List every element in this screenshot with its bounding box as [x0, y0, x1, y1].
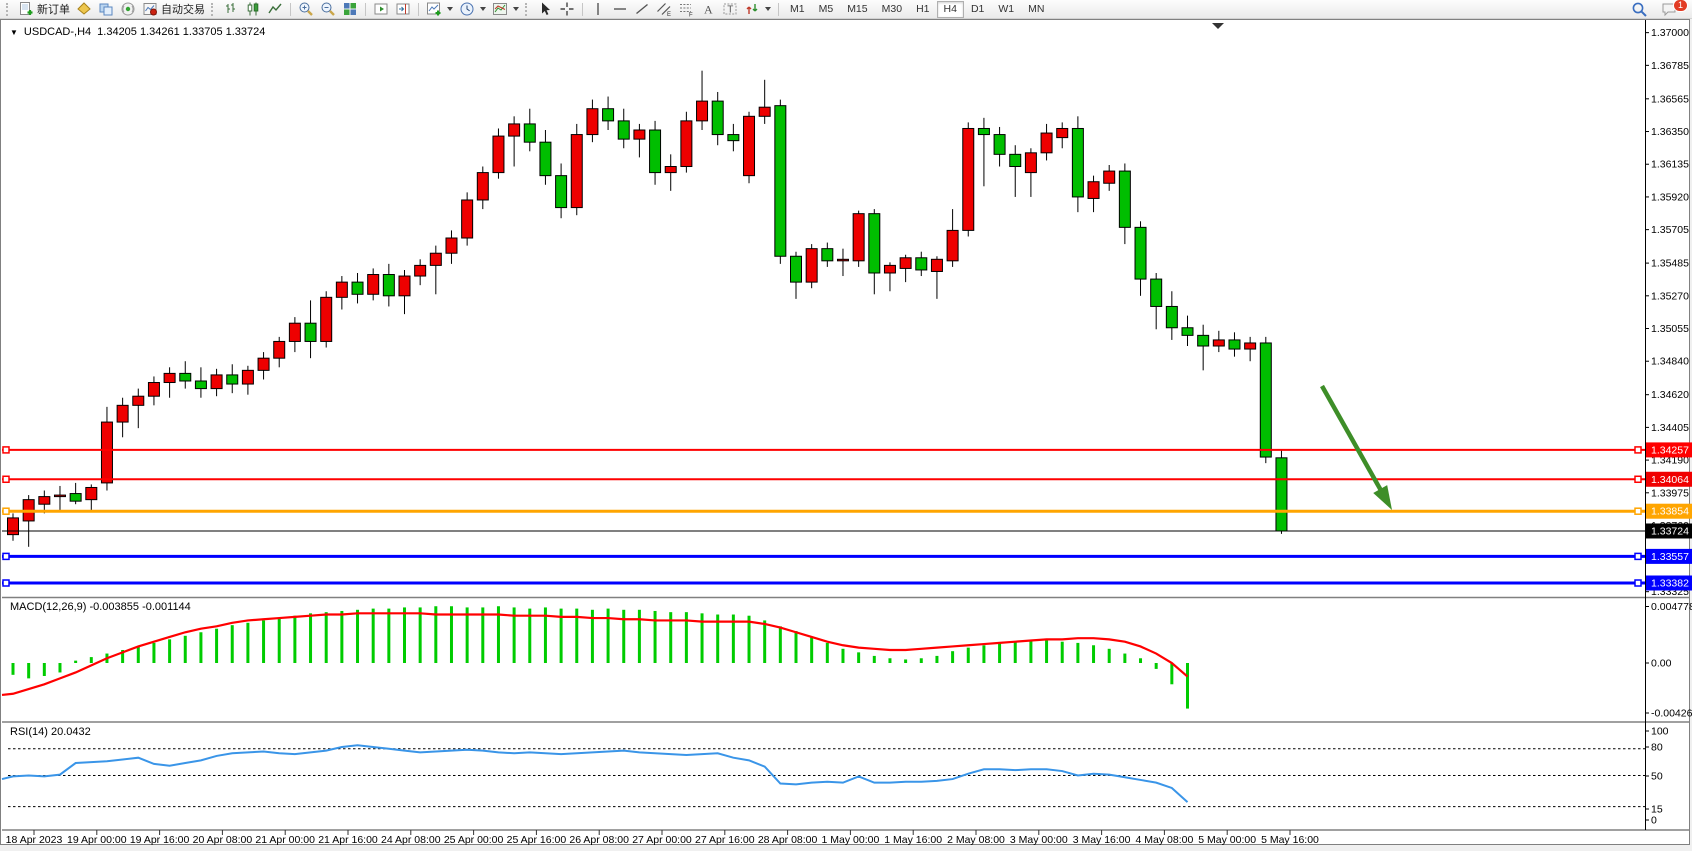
crosshair-icon: [560, 2, 574, 16]
chart-title-ohlc: 1.34205 1.34261 1.33705 1.33724: [97, 26, 266, 38]
text-label-icon: T: [723, 3, 737, 16]
toolbar-grip: [6, 2, 12, 16]
bar-chart-icon: [226, 3, 235, 13]
tf-button-M30[interactable]: M30: [881, 3, 903, 15]
line-chart-icon: [268, 3, 282, 14]
candlestick-chart-button[interactable]: [242, 1, 264, 18]
templates-icon: [493, 3, 507, 15]
profiles-icon: [99, 3, 113, 16]
toolbar-separator: [365, 2, 366, 16]
toolbar-grip: [525, 2, 531, 16]
tf-button-D1[interactable]: D1: [970, 3, 985, 15]
zoom-in-button[interactable]: [295, 1, 317, 18]
equidistant-channel-button[interactable]: E: [653, 1, 675, 18]
toolbar-separator: [290, 2, 291, 16]
dropdown-arrow-icon: [447, 7, 453, 11]
toolbar-right-tools: 1: [1628, 0, 1689, 18]
candlestick-chart-icon: [247, 2, 259, 16]
autotrading-icon: [143, 3, 157, 16]
dropdown-arrow-icon: [513, 7, 519, 11]
svg-text:F: F: [689, 13, 693, 18]
bar-chart-button[interactable]: [220, 1, 242, 18]
tf-button-M15[interactable]: M15: [847, 3, 868, 15]
periods-button[interactable]: [456, 1, 489, 18]
symbol-dropdown-icon[interactable]: ▼: [10, 27, 18, 37]
arrows-button[interactable]: [741, 1, 774, 18]
profiles-button[interactable]: [95, 1, 117, 18]
signal-icon: [121, 2, 135, 16]
dropdown-arrow-icon: [765, 7, 771, 11]
periods-icon: [460, 2, 474, 16]
tile-windows-icon: [344, 3, 356, 15]
indicators-button[interactable]: [423, 1, 456, 18]
tile-windows-button[interactable]: [339, 1, 361, 18]
new-order-label: 新订单: [37, 4, 70, 16]
timeframe-group: M1 M5 M15 M30 H1 H4 D1 W1 MN: [783, 0, 1051, 18]
chart-shift-button[interactable]: [392, 1, 414, 18]
zoom-out-button[interactable]: [317, 1, 339, 18]
equidistant-channel-icon: E: [657, 3, 671, 17]
cursor-button[interactable]: [534, 1, 556, 18]
search-button[interactable]: [1628, 1, 1651, 18]
cursor-icon: [542, 2, 550, 15]
zoom-out-icon: [321, 2, 335, 16]
tf-button-H4[interactable]: H4: [936, 0, 964, 18]
macd-indicator-label: MACD(12,26,9) -0.003855 -0.001144: [10, 601, 191, 613]
fibonacci-button[interactable]: F: [675, 1, 697, 18]
autotrading-label: 自动交易: [161, 4, 205, 16]
chart-symbol-period: USDCAD-,H4: [23, 26, 92, 38]
tf-button-M5[interactable]: M5: [818, 3, 834, 15]
toolbar-grip: [211, 2, 217, 16]
crosshair-button[interactable]: [556, 1, 578, 18]
new-order-button[interactable]: 新订单: [15, 1, 73, 18]
trendline-button[interactable]: [631, 1, 653, 18]
vertical-line-button[interactable]: [587, 1, 609, 18]
rsi-indicator-label: RSI(14) 20.0432: [10, 726, 91, 738]
toolbar: 新订单 自动交易: [0, 0, 1692, 19]
chat-button[interactable]: 1: [1657, 0, 1688, 18]
autotrading-button[interactable]: 自动交易: [139, 1, 208, 18]
signal-button[interactable]: [117, 1, 139, 18]
toolbar-separator: [778, 2, 779, 16]
svg-text:T: T: [727, 5, 733, 16]
tf-button-W1[interactable]: W1: [998, 3, 1015, 15]
toolbar-separator: [418, 2, 419, 16]
zoom-in-icon: [299, 2, 313, 16]
dropdown-arrow-icon: [480, 7, 486, 11]
auto-scroll-icon: [374, 3, 388, 15]
trendline-icon: [636, 3, 648, 15]
indicators-icon: [427, 2, 441, 16]
svg-text:E: E: [667, 12, 671, 17]
arrows-icon: [746, 4, 758, 14]
text-label-button[interactable]: T: [719, 1, 741, 18]
tf-button-H1[interactable]: H1: [916, 3, 930, 15]
search-icon: [1632, 2, 1647, 17]
auto-scroll-button[interactable]: [370, 1, 392, 18]
tf-button-MN[interactable]: MN: [1028, 3, 1045, 15]
text-button[interactable]: A: [697, 1, 719, 18]
horizontal-line-button[interactable]: [609, 1, 631, 18]
line-chart-button[interactable]: [264, 1, 286, 18]
vertical-line-icon: [597, 3, 599, 15]
svg-text:A: A: [704, 3, 713, 17]
chat-notification-badge: 1: [1672, 0, 1688, 12]
charts-button[interactable]: [73, 1, 95, 18]
text-icon: A: [704, 3, 713, 17]
new-order-icon: [20, 2, 33, 15]
toolbar-separator: [582, 2, 583, 16]
horizontal-line-icon: [614, 8, 626, 10]
templates-button[interactable]: [489, 1, 522, 18]
chart-window: [0, 19, 1690, 845]
charts-icon: [77, 2, 91, 15]
tf-button-M1[interactable]: M1: [790, 3, 805, 15]
chart-title: ▼ USDCAD-,H4 1.34205 1.34261 1.33705 1.3…: [10, 26, 265, 38]
fibonacci-icon: F: [680, 4, 693, 18]
chart-shift-icon: [396, 3, 410, 15]
